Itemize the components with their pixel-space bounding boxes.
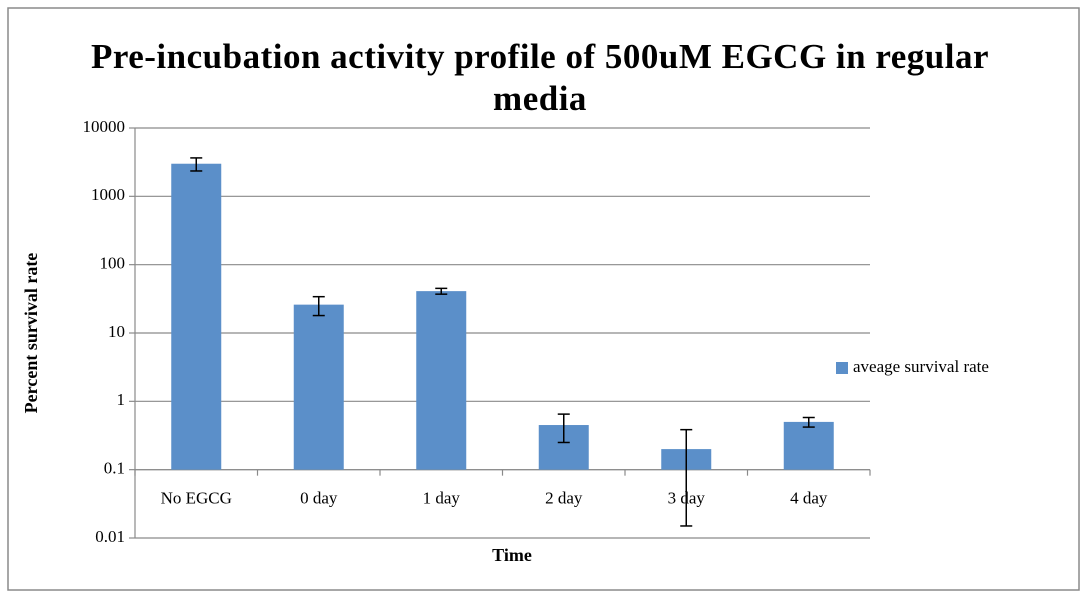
x-axis-label: Time — [492, 545, 532, 565]
bar — [171, 163, 222, 470]
y-tick-label: 1000 — [91, 185, 125, 204]
legend-swatch — [836, 362, 848, 374]
y-tick-label: 10 — [108, 322, 125, 341]
y-axis-label: Percent survival rate — [21, 253, 41, 414]
x-tick-label: No EGCG — [161, 489, 232, 508]
bar — [416, 291, 467, 470]
bar — [783, 421, 834, 470]
y-tick-label: 0.1 — [104, 459, 125, 478]
y-tick-label: 10000 — [83, 117, 126, 136]
y-tick-label: 100 — [100, 254, 126, 273]
y-tick-label: 0.01 — [95, 527, 125, 546]
y-tick-label: 1 — [117, 390, 126, 409]
x-tick-label: 2 day — [545, 489, 583, 508]
bar — [293, 304, 344, 470]
x-tick-label: 4 day — [790, 489, 828, 508]
x-tick-label: 1 day — [423, 489, 461, 508]
chart-title: Pre-incubation activity profile of 500uM… — [90, 37, 990, 118]
x-tick-label: 0 day — [300, 489, 338, 508]
legend-label: aveage survival rate — [853, 357, 989, 376]
